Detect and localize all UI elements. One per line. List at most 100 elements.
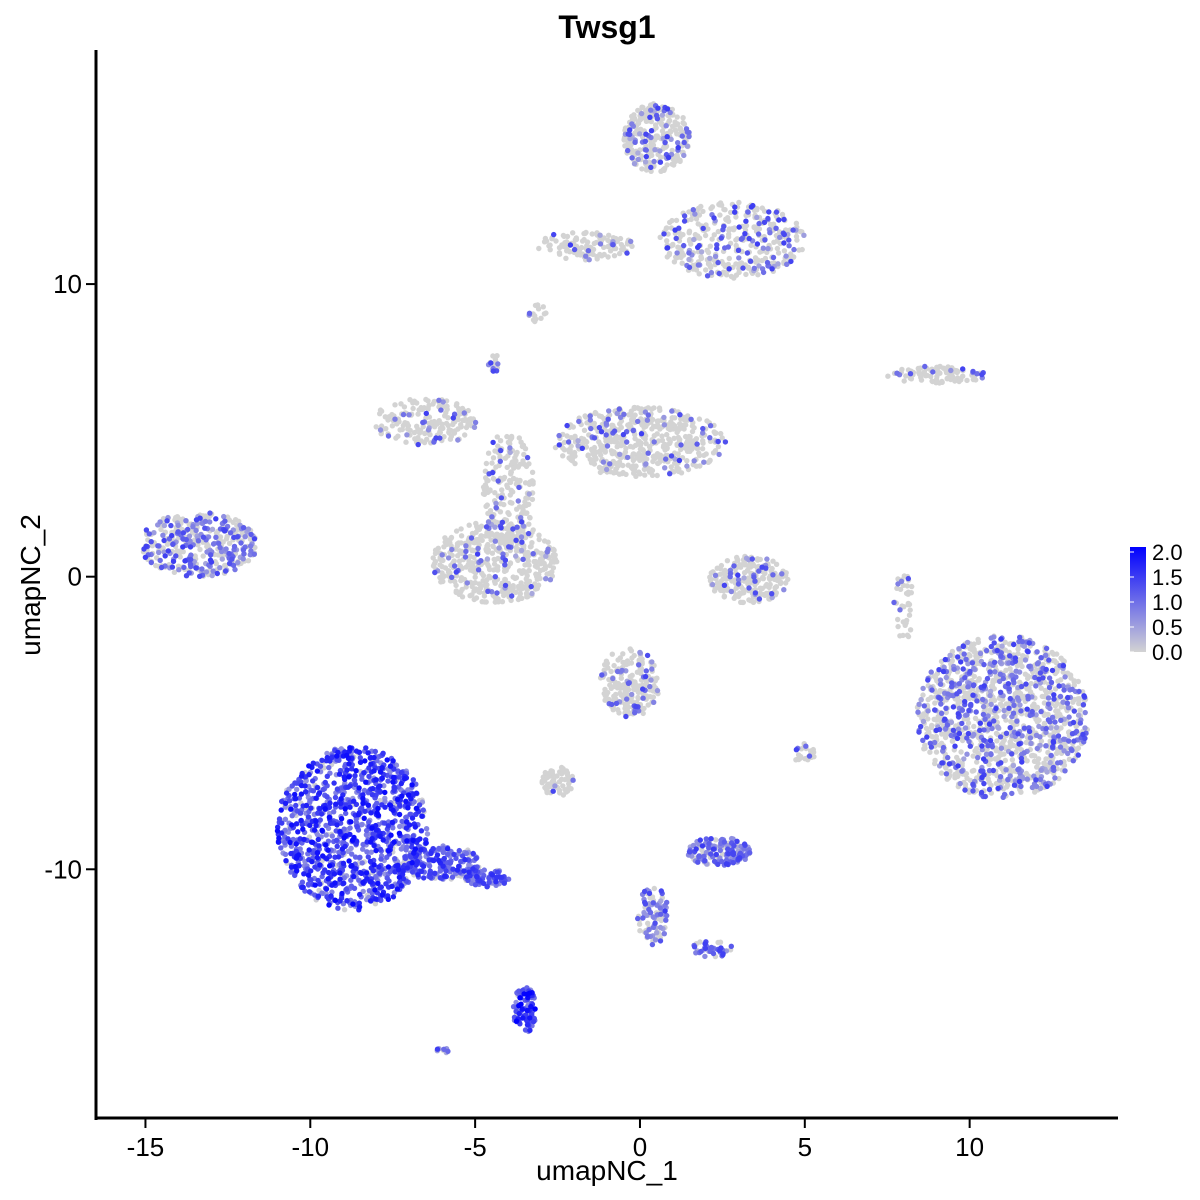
cell-point — [441, 1046, 447, 1053]
cell-point — [629, 672, 635, 678]
cell-point — [601, 415, 607, 422]
cell-point — [643, 461, 649, 467]
cell-point — [536, 245, 542, 252]
cell-point — [514, 547, 520, 553]
cell-point — [592, 455, 599, 461]
cell-point — [662, 144, 669, 150]
cell-point — [216, 540, 222, 547]
cell-point — [1054, 700, 1060, 707]
cell-point — [240, 547, 247, 553]
cell-point — [791, 246, 797, 253]
cell-point — [761, 208, 768, 214]
cell-point — [430, 401, 436, 407]
cell-point — [607, 461, 613, 467]
cell-point — [895, 581, 901, 587]
cell-point — [1037, 734, 1043, 740]
cell-point — [668, 419, 674, 425]
cell-point — [944, 722, 951, 728]
cell-point — [801, 232, 807, 238]
cell-point — [329, 833, 335, 839]
cell-point — [943, 370, 950, 376]
cell-point — [319, 890, 325, 896]
cell-point — [965, 720, 972, 726]
cell-point — [526, 562, 532, 568]
cell-point — [738, 599, 744, 605]
cell-point — [661, 414, 667, 421]
cell-point — [348, 877, 354, 883]
cell-point — [618, 675, 624, 681]
cell-point — [508, 487, 514, 493]
cell-point — [906, 612, 913, 618]
cell-point — [556, 779, 563, 785]
cell-point — [1019, 733, 1025, 739]
cell-point — [504, 433, 510, 440]
cell-point — [684, 458, 690, 464]
cell-point — [612, 439, 618, 445]
cell-point — [445, 1048, 451, 1055]
cell-point — [614, 668, 621, 675]
cell-point — [458, 422, 464, 428]
cell-point — [543, 553, 549, 559]
cell-point — [485, 541, 491, 548]
cell-point — [933, 717, 940, 723]
cell-point — [722, 567, 728, 574]
cell-point — [687, 446, 693, 453]
cell-point — [1061, 736, 1067, 742]
cell-point — [662, 465, 668, 471]
cell-point — [980, 696, 986, 703]
cell-point — [517, 594, 523, 601]
cell-point — [554, 559, 560, 565]
cell-point — [248, 548, 254, 554]
cell-point — [651, 683, 657, 689]
cell-point — [490, 532, 497, 538]
cell-point — [970, 376, 977, 383]
cell-point — [637, 649, 643, 656]
cell-point — [736, 255, 742, 261]
cell-point — [773, 225, 779, 231]
cell-point — [955, 769, 961, 775]
cell-point — [915, 709, 921, 715]
cell-point — [479, 570, 485, 576]
cell-point — [962, 725, 969, 731]
cell-point — [453, 528, 460, 534]
cell-point — [948, 732, 954, 739]
cell-point — [457, 562, 463, 569]
cell-point — [621, 411, 627, 417]
cell-point — [753, 259, 759, 265]
cell-point — [1015, 651, 1021, 657]
cell-point — [495, 443, 501, 449]
cell-point — [998, 745, 1005, 751]
cell-point — [653, 423, 659, 430]
cell-point — [242, 534, 248, 540]
cell-point — [962, 690, 968, 696]
cell-point — [982, 716, 988, 722]
cell-point — [940, 365, 947, 371]
cell-point — [542, 565, 548, 572]
cell-point — [527, 515, 533, 521]
cell-point — [738, 564, 744, 570]
cell-point — [497, 509, 504, 515]
cell-point — [779, 571, 785, 577]
cell-point — [507, 499, 513, 506]
cell-point — [548, 559, 555, 565]
cell-point — [472, 574, 478, 580]
cell-point — [576, 418, 582, 425]
cell-point — [462, 432, 468, 438]
cell-point — [725, 215, 731, 221]
cell-point — [895, 616, 901, 623]
cell-point — [1023, 739, 1029, 746]
cell-point — [492, 524, 498, 530]
cell-point — [546, 570, 552, 577]
cell-point — [378, 408, 385, 414]
cell-point — [916, 701, 922, 707]
cell-point — [422, 430, 428, 437]
cell-point — [997, 659, 1003, 665]
cell-point — [1044, 769, 1050, 775]
cell-point — [650, 694, 657, 700]
cell-point — [649, 426, 655, 432]
cell-point — [1009, 757, 1016, 763]
cell-point — [479, 599, 485, 605]
cell-point — [583, 253, 589, 259]
cell-point — [637, 131, 643, 137]
cell-point — [693, 216, 700, 222]
